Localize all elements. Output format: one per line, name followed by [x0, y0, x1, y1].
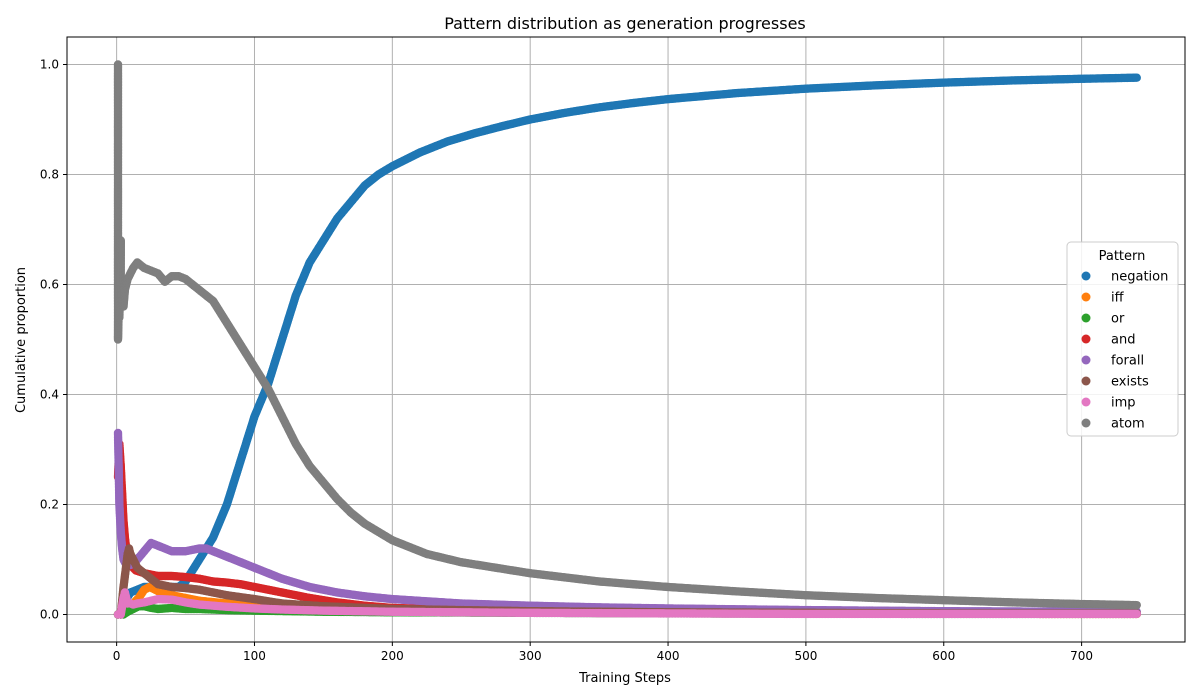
data-points	[113, 60, 1141, 619]
chart-title: Pattern distribution as generation progr…	[444, 14, 806, 33]
data-point	[1132, 73, 1141, 82]
